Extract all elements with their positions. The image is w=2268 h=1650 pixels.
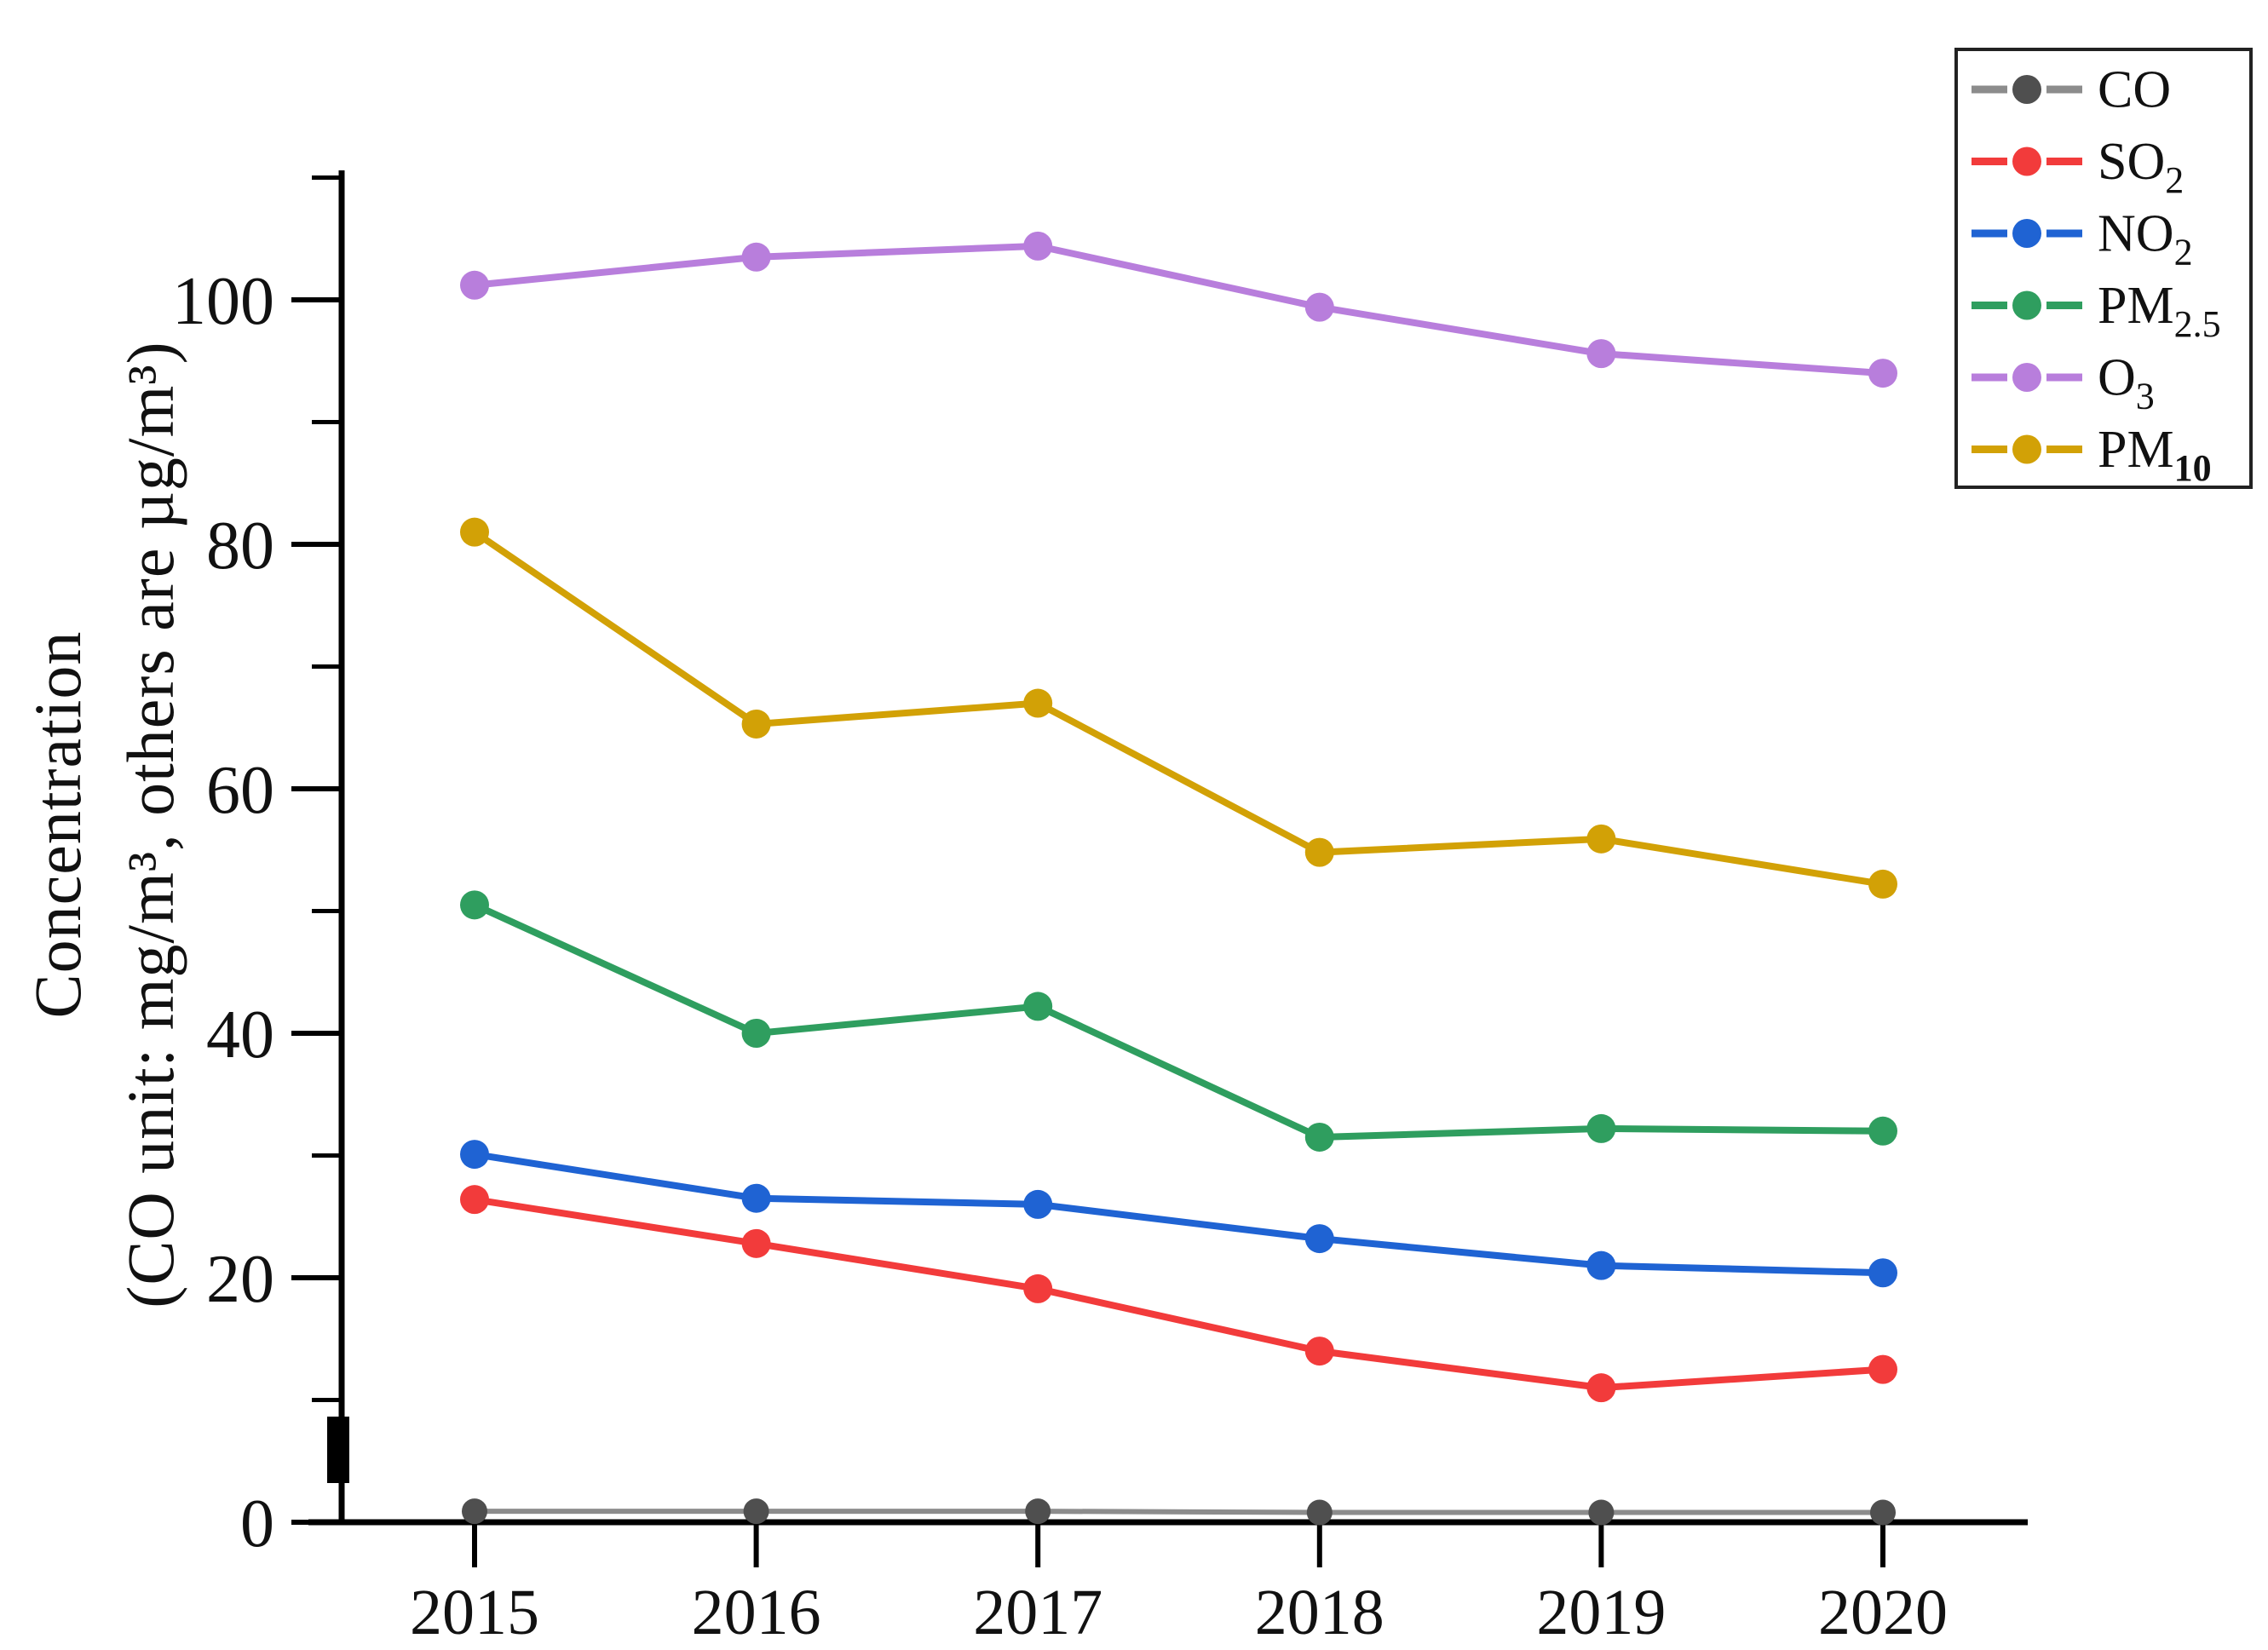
data-point-NO2-2019 xyxy=(1586,1250,1616,1280)
legend-entry-SO2: SO2 xyxy=(1972,133,2184,201)
legend-box xyxy=(1954,48,2253,489)
data-point-PM10-2017 xyxy=(1023,688,1053,718)
x-tick-label: 2016 xyxy=(692,1577,821,1648)
x-tick-label: 2018 xyxy=(1255,1577,1384,1648)
series-line-NO2 xyxy=(471,1151,1886,1277)
series-PM2.5 xyxy=(460,890,1897,1152)
series-line-O3 xyxy=(471,242,1886,377)
series-line-SO2 xyxy=(471,1196,1886,1392)
legend-marker-CO xyxy=(2012,75,2041,104)
data-point-PM10-2015 xyxy=(460,517,489,547)
series-line-CO xyxy=(472,1509,1885,1515)
data-point-SO2-2017 xyxy=(1023,1273,1053,1303)
series-O3 xyxy=(460,231,1897,388)
data-point-PM2.5-2018 xyxy=(1304,1122,1334,1152)
legend-marker-PM2.5 xyxy=(2012,290,2041,320)
data-point-SO2-2015 xyxy=(460,1185,489,1215)
data-point-NO2-2017 xyxy=(1023,1189,1053,1219)
x-tick-label: 2019 xyxy=(1536,1577,1666,1648)
data-point-O3-2017 xyxy=(1023,231,1053,261)
y-tick-label: 0 xyxy=(240,1486,274,1561)
series-NO2 xyxy=(460,1140,1897,1288)
legend-entry-PM10: PM10 xyxy=(1972,421,2212,489)
data-point-NO2-2020 xyxy=(1868,1258,1897,1288)
data-point-PM10-2019 xyxy=(1586,824,1616,854)
data-point-CO-2016 xyxy=(743,1498,769,1525)
legend-marker-NO2 xyxy=(2012,219,2041,248)
legend-entry-CO: CO xyxy=(1972,60,2171,118)
x-tick-label: 2017 xyxy=(973,1577,1102,1648)
data-point-SO2-2020 xyxy=(1868,1354,1897,1384)
data-point-CO-2020 xyxy=(1870,1499,1896,1526)
series-SO2 xyxy=(460,1185,1897,1403)
data-point-NO2-2015 xyxy=(460,1140,489,1170)
x-tick-label: 2015 xyxy=(410,1577,539,1648)
legend-label-O3: O3 xyxy=(2098,348,2155,417)
series-line-PM2.5 xyxy=(471,901,1886,1141)
legend-entry-PM2.5: PM2.5 xyxy=(1972,277,2221,345)
data-point-PM2.5-2019 xyxy=(1586,1113,1616,1143)
y-tick-label: 100 xyxy=(172,264,274,339)
data-point-PM2.5-2015 xyxy=(460,890,489,920)
series-CO xyxy=(462,1498,1896,1526)
data-point-SO2-2018 xyxy=(1304,1337,1334,1366)
y-tick-label: 20 xyxy=(206,1242,274,1317)
data-point-CO-2017 xyxy=(1025,1498,1051,1525)
data-point-SO2-2016 xyxy=(741,1228,771,1258)
legend-label-PM2.5: PM2.5 xyxy=(2098,277,2221,345)
legend-entry-O3: O3 xyxy=(1972,348,2155,417)
data-point-PM2.5-2016 xyxy=(741,1019,771,1048)
data-point-O3-2018 xyxy=(1304,292,1334,322)
data-point-NO2-2016 xyxy=(741,1183,771,1213)
legend-label-CO: CO xyxy=(2098,60,2171,118)
data-point-CO-2018 xyxy=(1306,1499,1333,1526)
data-point-PM2.5-2020 xyxy=(1868,1116,1897,1146)
series-line-PM10 xyxy=(471,528,1886,888)
data-point-PM10-2016 xyxy=(741,709,771,739)
legend-entry-NO2: NO2 xyxy=(1972,204,2193,273)
data-point-O3-2015 xyxy=(460,270,489,300)
data-point-CO-2015 xyxy=(462,1498,487,1525)
data-point-PM10-2020 xyxy=(1868,869,1897,899)
legend-label-SO2: SO2 xyxy=(2098,133,2184,201)
y-tick-label: 60 xyxy=(206,753,274,828)
y-tick-label: 80 xyxy=(206,509,274,584)
data-point-PM10-2018 xyxy=(1304,837,1334,867)
legend-label-PM10: PM10 xyxy=(2098,421,2212,489)
data-point-O3-2020 xyxy=(1868,359,1897,388)
y-tick-label: 40 xyxy=(206,997,274,1072)
series-PM10 xyxy=(460,517,1897,899)
data-point-CO-2019 xyxy=(1588,1499,1615,1526)
legend-marker-O3 xyxy=(2012,363,2041,392)
data-point-SO2-2019 xyxy=(1586,1373,1616,1403)
legend-marker-PM10 xyxy=(2012,434,2041,464)
x-tick-label: 2020 xyxy=(1818,1577,1948,1648)
data-point-PM2.5-2017 xyxy=(1023,992,1053,1021)
legend-marker-SO2 xyxy=(2012,147,2041,176)
data-point-O3-2016 xyxy=(741,242,771,272)
data-point-NO2-2018 xyxy=(1304,1224,1334,1254)
y-axis-break-mark xyxy=(327,1417,349,1483)
legend-label-NO2: NO2 xyxy=(2098,204,2193,273)
data-point-O3-2019 xyxy=(1586,339,1616,369)
